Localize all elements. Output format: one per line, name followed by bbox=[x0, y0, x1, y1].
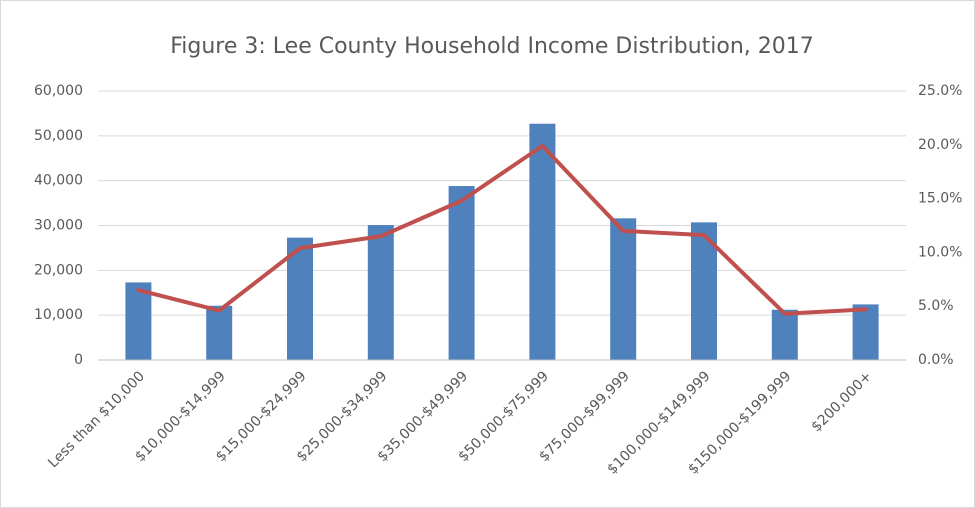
bar bbox=[206, 305, 233, 360]
bar bbox=[852, 304, 879, 360]
y2-tick-label: 15.0% bbox=[918, 191, 962, 207]
y-tick-label: 30,000 bbox=[34, 218, 83, 234]
bar bbox=[529, 123, 556, 360]
y2-tick-label: 5.0% bbox=[918, 298, 954, 314]
y-tick-label: 50,000 bbox=[34, 128, 83, 144]
bar bbox=[610, 218, 637, 360]
line bbox=[136, 143, 868, 316]
chart-title: Figure 3: Lee County Household Income Di… bbox=[170, 34, 814, 59]
y-tick-label: 60,000 bbox=[34, 83, 83, 99]
y-tick-label: 10,000 bbox=[34, 307, 83, 323]
y2-tick-label: 20.0% bbox=[918, 137, 962, 153]
y2-tick-label: 10.0% bbox=[918, 244, 962, 260]
y-tick-label: 0 bbox=[74, 352, 83, 368]
bar bbox=[125, 282, 152, 360]
bar bbox=[771, 309, 798, 360]
bar bbox=[448, 186, 475, 360]
y2-tick-label: 25.0% bbox=[918, 83, 962, 99]
bar bbox=[367, 225, 394, 360]
y2-tick-label: 0.0% bbox=[918, 352, 954, 368]
y-tick-label: 40,000 bbox=[34, 173, 83, 189]
bar bbox=[287, 237, 313, 360]
y-tick-label: 20,000 bbox=[34, 262, 83, 278]
